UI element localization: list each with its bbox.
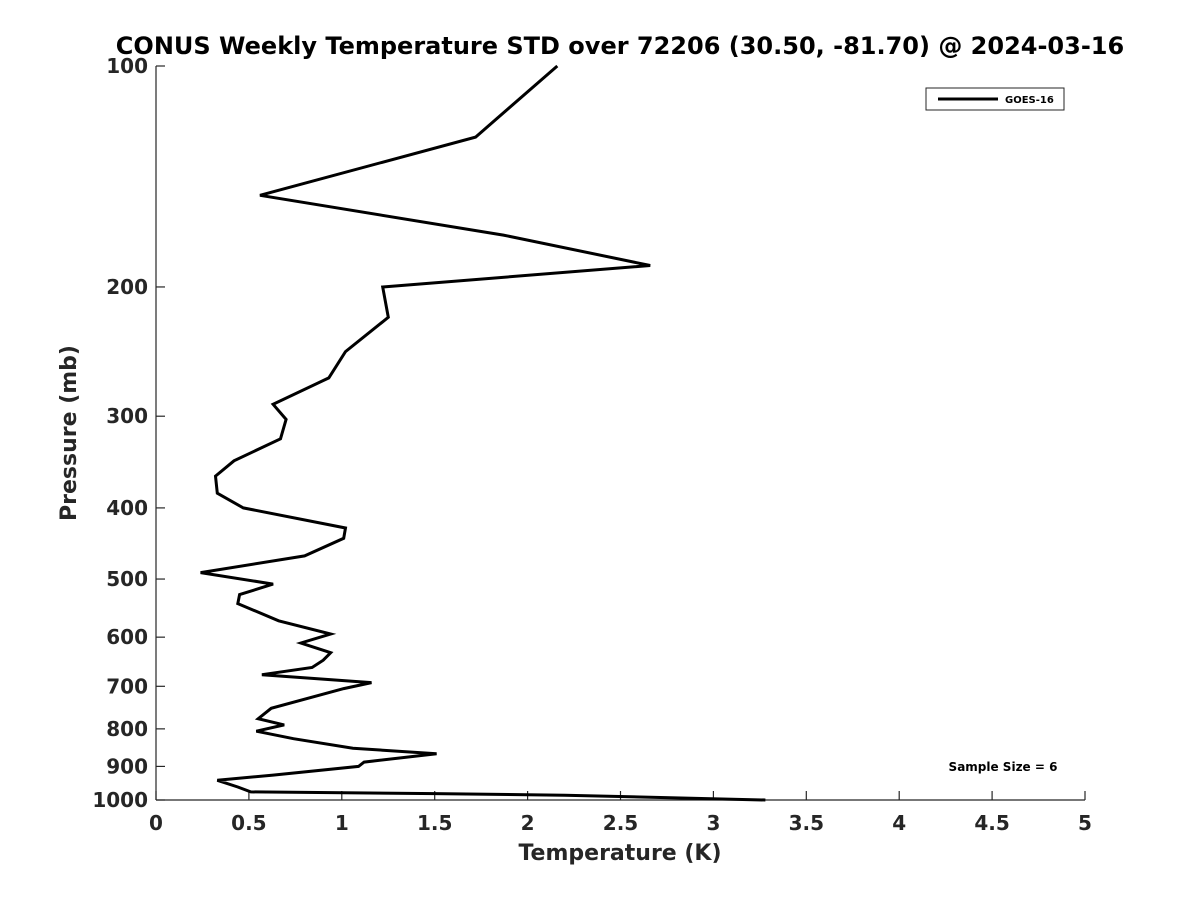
x-tick-label: 4 xyxy=(892,811,906,835)
y-axis-ticks: 100 200 300 400 500 600 700 800 900 1000 xyxy=(92,54,165,812)
y-axis-label: Pressure (mb) xyxy=(57,345,82,521)
series-layer xyxy=(200,64,766,802)
y-tick-label: 300 xyxy=(106,404,148,428)
x-tick-label: 2 xyxy=(521,811,535,835)
x-tick-label: 5 xyxy=(1078,811,1092,835)
x-tick-label: 2.5 xyxy=(603,811,638,835)
x-tick-label: 1 xyxy=(335,811,349,835)
y-tick-label: 1000 xyxy=(92,788,148,812)
x-tick-label: 4.5 xyxy=(974,811,1009,835)
y-tick-label: 500 xyxy=(106,567,148,591)
y-tick-label: 600 xyxy=(106,625,148,649)
sample-size-annotation: Sample Size = 6 xyxy=(949,760,1058,774)
x-tick-label: 0.5 xyxy=(231,811,266,835)
x-tick-label: 3 xyxy=(706,811,720,835)
y-tick-label: 200 xyxy=(106,275,148,299)
x-tick-label: 3.5 xyxy=(789,811,824,835)
y-tick-label: 700 xyxy=(106,674,148,698)
x-tick-label: 0 xyxy=(149,811,163,835)
x-axis-label: Temperature (K) xyxy=(518,841,721,866)
chart-title: CONUS Weekly Temperature STD over 72206 … xyxy=(116,32,1124,60)
y-tick-label: 400 xyxy=(106,496,148,520)
y-tick-label: 800 xyxy=(106,717,148,741)
y-tick-label: 100 xyxy=(106,54,148,78)
series-line-goes-16 xyxy=(200,64,766,802)
x-tick-label: 1.5 xyxy=(417,811,452,835)
x-axis-ticks: 0 0.5 1 1.5 2 2.5 3 3.5 4 4.5 5 xyxy=(149,791,1092,835)
y-tick-label: 900 xyxy=(106,754,148,778)
legend: GOES-16 xyxy=(925,87,1065,111)
legend-entry-goes-16: GOES-16 xyxy=(1005,95,1054,106)
